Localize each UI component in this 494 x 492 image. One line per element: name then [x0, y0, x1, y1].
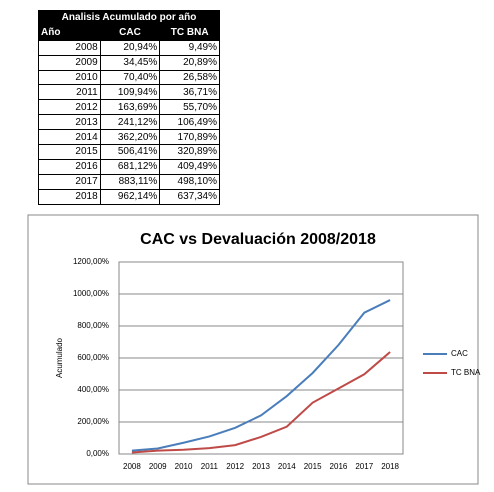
table-cell: 506,41%	[99, 144, 161, 160]
x-tick-label: 2010	[175, 462, 193, 471]
table-row: 2011 109,94% 36,71%	[38, 84, 220, 101]
table-row: 2013 241,12% 106,49%	[38, 114, 220, 131]
y-tick-label: 1200,00%	[73, 257, 109, 266]
summary-table: Analisis Acumulado por año Año CAC TC BNA …	[38, 10, 220, 205]
table-cell: 320,89%	[159, 144, 220, 160]
plot-frame	[118, 261, 404, 455]
table-row: 2016 681,12% 409,49%	[38, 158, 220, 175]
table-cell: 637,34%	[159, 188, 220, 205]
table-cell: 170,89%	[159, 129, 220, 146]
y-tick-label: 600,00%	[77, 353, 109, 362]
table-cell: 106,49%	[159, 114, 220, 131]
table-cell: 2008	[38, 39, 101, 56]
x-tick-label: 2018	[381, 462, 399, 471]
table-cell: 2015	[38, 144, 101, 160]
table-cell: 2009	[38, 54, 101, 71]
table-cell: 20,89%	[159, 54, 220, 71]
x-tick-label: 2015	[304, 462, 322, 471]
table-row: 2010 70,40% 26,58%	[38, 69, 220, 86]
legend-label: CAC	[451, 349, 468, 358]
table-row: 2015 506,41% 320,89%	[38, 144, 220, 160]
series-line	[131, 351, 391, 454]
table-cell: 9,49%	[159, 39, 220, 56]
table-cell: 2013	[38, 114, 101, 131]
table-cell: 2016	[38, 158, 101, 175]
x-tick-label: 2014	[278, 462, 296, 471]
table-cell: 498,10%	[159, 173, 220, 190]
series-line	[131, 299, 391, 452]
x-tick-label: 2008	[123, 462, 141, 471]
column-header: CAC	[99, 24, 161, 41]
table-cell: 2018	[38, 188, 101, 205]
table-cell: 409,49%	[159, 158, 220, 175]
x-tick-label: 2012	[226, 462, 244, 471]
x-tick-label: 2017	[355, 462, 373, 471]
x-tick-label: 2013	[252, 462, 270, 471]
table-cell: 962,14%	[99, 188, 161, 205]
y-tick-label: 400,00%	[77, 385, 109, 394]
table-cell: 241,12%	[99, 114, 161, 131]
table-body: 2008 20,94% 9,49% 2009 34,45% 20,89% 2010 70,40…	[38, 39, 220, 205]
table-cell: 362,20%	[99, 129, 161, 146]
table-cell: 2014	[38, 129, 101, 146]
table-row: 2008 20,94% 9,49%	[38, 39, 220, 56]
table-cell: 2017	[38, 173, 101, 190]
table-row: 2014 362,20% 170,89%	[38, 129, 220, 146]
table-cell: 55,70%	[159, 99, 220, 116]
table-cell: 70,40%	[99, 69, 161, 86]
x-tick-label: 2011	[201, 462, 219, 471]
table-row: 2009 34,45% 20,89%	[38, 54, 220, 71]
chart-frame	[27, 214, 479, 485]
table-row: 2012 163,69% 55,70%	[38, 99, 220, 116]
column-header: Año	[38, 24, 101, 41]
table-cell: 20,94%	[99, 39, 161, 56]
y-tick-label: 200,00%	[77, 417, 109, 426]
table-cell: 34,45%	[99, 54, 161, 71]
table-cell: 883,11%	[99, 173, 161, 190]
table-title: Analisis Acumulado por año	[38, 10, 220, 26]
table-cell: 2010	[38, 69, 101, 86]
table-row: 2017 883,11% 498,10%	[38, 173, 220, 190]
table-cell: 681,12%	[99, 158, 161, 175]
y-tick-label: 800,00%	[77, 321, 109, 330]
x-tick-label: 2016	[330, 462, 348, 471]
table-cell: 163,69%	[99, 99, 161, 116]
table-cell: 36,71%	[159, 84, 220, 101]
table-cell: 2012	[38, 99, 101, 116]
chart-title: CAC vs Devaluación 2008/2018	[140, 231, 376, 248]
table-cell: 26,58%	[159, 69, 220, 86]
y-axis-label: Acumulado	[55, 337, 64, 378]
y-tick-label: 1000,00%	[73, 289, 109, 298]
y-tick-label: 0,00%	[86, 449, 109, 458]
table-row: 2018 962,14% 637,34%	[38, 188, 220, 205]
table-cell: 2011	[38, 84, 101, 101]
table-cell: 109,94%	[99, 84, 161, 101]
legend-label: TC BNA	[451, 368, 481, 377]
column-header: TC BNA	[159, 24, 220, 41]
x-tick-label: 2009	[149, 462, 167, 471]
